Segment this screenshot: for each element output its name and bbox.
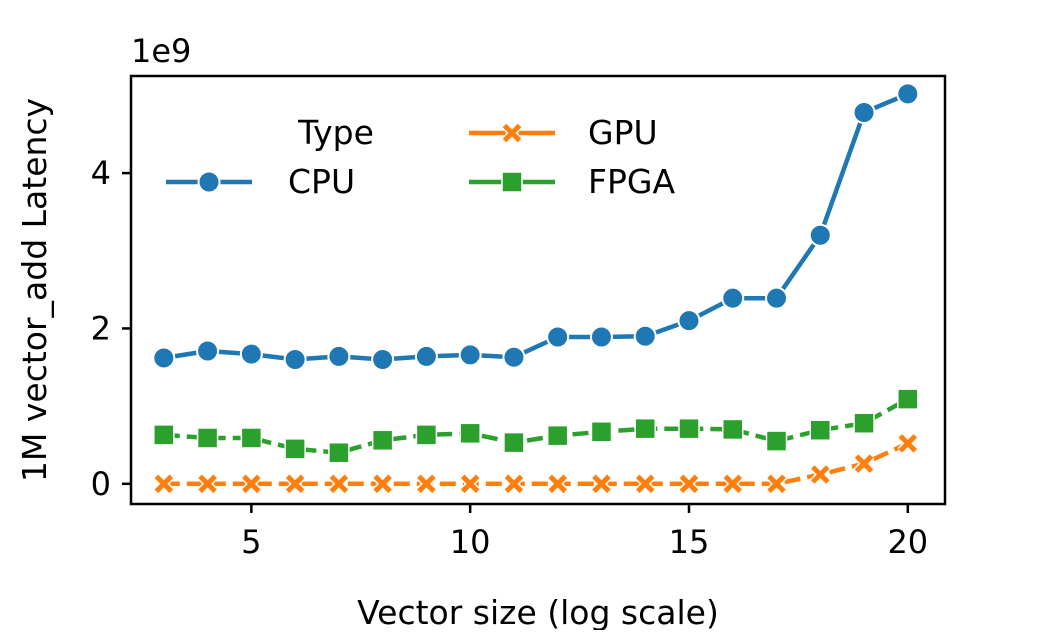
data-point-fpga — [590, 421, 613, 443]
legend-item-cpu: CPU — [166, 162, 355, 201]
data-point-cpu — [677, 309, 701, 333]
data-point-fpga — [196, 427, 219, 449]
data-point-cpu — [327, 344, 351, 368]
data-point-gpu — [897, 433, 919, 454]
data-point-fpga — [721, 418, 744, 441]
data-point-gpu — [328, 473, 350, 495]
data-point-cpu — [283, 348, 307, 372]
data-point-gpu — [284, 473, 306, 495]
series-line-gpu — [163, 441, 909, 487]
data-point-gpu — [153, 473, 175, 495]
data-point-gpu — [241, 473, 262, 495]
data-point-cpu — [196, 339, 220, 363]
data-point-cpu — [808, 223, 832, 247]
data-point-cpu — [546, 325, 570, 349]
data-point-gpu — [678, 473, 700, 495]
x-tick-label: 5 — [241, 523, 261, 561]
data-point-cpu — [502, 345, 526, 369]
legend-marker-cpu — [197, 170, 221, 194]
series-cpu — [152, 82, 920, 372]
data-point-gpu — [634, 473, 656, 495]
legend-title: Type — [297, 113, 374, 152]
y-tick-label: 0 — [91, 465, 111, 503]
data-point-cpu — [896, 82, 920, 106]
data-point-fpga — [765, 430, 788, 452]
data-point-cpu — [152, 346, 176, 370]
x-axis-label: Vector size (log scale) — [357, 593, 719, 630]
data-point-fpga — [853, 412, 875, 434]
legend-items: CPU GPU FPGA — [166, 113, 675, 201]
x-tick-label: 20 — [887, 523, 928, 561]
series-gpu — [153, 433, 919, 495]
data-point-gpu — [766, 473, 787, 495]
data-point-gpu — [416, 473, 437, 495]
y-tick-label: 4 — [91, 154, 111, 192]
legend-label-cpu: CPU — [288, 162, 355, 201]
data-point-cpu — [414, 344, 438, 368]
data-point-gpu — [459, 473, 481, 495]
data-point-fpga — [371, 429, 394, 452]
series-fpga — [153, 388, 919, 464]
ticks-layer: 5 10 15 20 0 2 4 — [91, 154, 929, 561]
data-point-cpu — [589, 325, 613, 349]
data-point-fpga — [546, 424, 569, 447]
data-point-fpga — [897, 388, 919, 410]
series-layer — [152, 82, 920, 495]
data-point-cpu — [633, 324, 657, 348]
data-point-fpga — [284, 438, 306, 460]
series-line-fpga — [163, 397, 909, 455]
data-point-gpu — [591, 473, 612, 495]
data-point-cpu — [239, 342, 263, 366]
y-axis-label: 1M vector_add Latency — [15, 98, 54, 482]
legend-marker-fpga — [501, 171, 523, 193]
data-point-gpu — [547, 473, 569, 495]
x-tick-label: 15 — [669, 523, 710, 561]
data-point-fpga — [634, 417, 656, 440]
data-point-fpga — [240, 427, 263, 449]
data-point-fpga — [415, 424, 438, 446]
data-point-fpga — [678, 417, 700, 440]
legend-item-gpu: GPU — [469, 113, 658, 152]
data-point-cpu — [458, 343, 482, 367]
data-point-gpu — [809, 464, 831, 485]
data-point-fpga — [809, 419, 832, 441]
data-point-gpu — [853, 453, 875, 474]
plot-frame — [129, 74, 947, 506]
legend-marker-gpu — [501, 122, 523, 144]
legend-item-fpga: FPGA — [469, 162, 675, 201]
data-point-gpu — [197, 473, 218, 495]
data-point-cpu — [765, 286, 789, 310]
data-point-fpga — [328, 441, 350, 464]
data-point-gpu — [722, 473, 744, 495]
legend-label-fpga: FPGA — [588, 162, 675, 201]
legend-label-gpu: GPU — [588, 113, 658, 152]
data-point-cpu — [721, 286, 745, 310]
y-multiplier-label: 1e9 — [131, 32, 191, 70]
legend: Type CPU GPU FPGA — [166, 113, 675, 201]
y-tick-label: 2 — [91, 309, 111, 347]
x-tick-label: 10 — [450, 523, 491, 561]
data-point-fpga — [459, 422, 481, 445]
data-point-fpga — [153, 424, 175, 446]
data-point-gpu — [503, 473, 525, 495]
data-point-cpu — [371, 348, 395, 372]
data-point-cpu — [852, 101, 876, 125]
data-point-gpu — [372, 473, 393, 495]
data-point-fpga — [503, 431, 525, 454]
